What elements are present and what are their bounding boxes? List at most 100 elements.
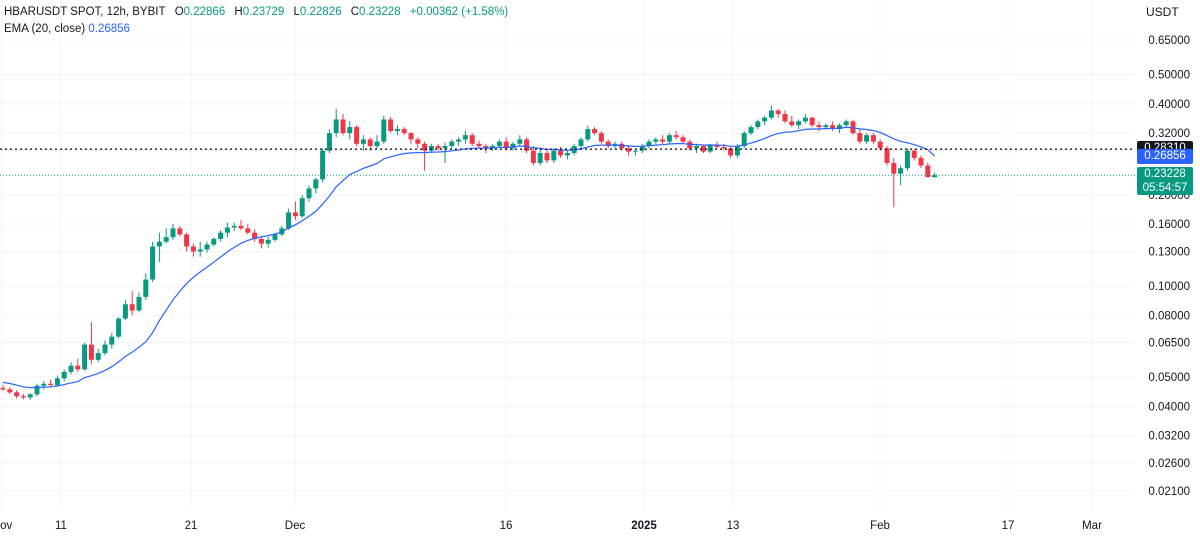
change-value: +0.00362 (+1.58%) xyxy=(409,6,509,18)
candle xyxy=(61,369,67,382)
candle-body xyxy=(687,141,693,149)
candle-body xyxy=(632,150,638,152)
candle xyxy=(320,148,326,183)
candle-body xyxy=(41,383,47,386)
candle-body xyxy=(449,141,455,147)
ema-value: 0.26856 xyxy=(88,23,130,35)
candle xyxy=(299,194,305,218)
candle xyxy=(34,383,40,397)
candle xyxy=(700,145,706,154)
candle xyxy=(292,201,298,221)
last-price-value: 0.23228 xyxy=(1144,168,1186,180)
candle-body xyxy=(34,385,40,395)
candle-body xyxy=(877,141,883,149)
candle-body xyxy=(483,146,489,149)
high-value: 0.23729 xyxy=(242,6,285,18)
candle-body xyxy=(836,125,842,130)
candle xyxy=(809,116,815,128)
candle-body xyxy=(496,141,502,147)
candle xyxy=(422,141,428,171)
candle-body xyxy=(299,198,305,217)
candle-body xyxy=(190,246,196,252)
candle-body xyxy=(347,127,353,134)
candle-body xyxy=(75,365,81,370)
candle-body xyxy=(741,133,747,147)
price-tick-label: 0.32000 xyxy=(1148,128,1190,140)
time-tick-label: 2025 xyxy=(631,520,657,532)
high-label: H xyxy=(234,6,243,18)
price-lines xyxy=(0,148,1135,176)
candle-body xyxy=(714,145,720,147)
candle-body xyxy=(109,336,115,345)
currency-label[interactable]: USDT xyxy=(1146,5,1179,19)
time-tick-label: 16 xyxy=(500,520,513,532)
open-label: O xyxy=(174,6,184,18)
symbol-label[interactable]: HBARUSDT SPOT, 12h, BYBIT xyxy=(4,6,166,18)
price-axis[interactable]: 0.650000.500000.400000.320000.200000.160… xyxy=(1148,35,1190,498)
candle-body xyxy=(456,139,462,142)
candle xyxy=(177,225,183,237)
candle-body xyxy=(374,141,380,147)
time-axis[interactable]: Nov 11 21 Dec 16 2025 13 Feb 17 Mar xyxy=(0,520,1102,532)
candle xyxy=(394,125,400,136)
candle-body xyxy=(122,304,128,319)
candle-body xyxy=(54,378,60,386)
candle xyxy=(551,148,557,163)
candle-body xyxy=(0,387,6,390)
candle-body xyxy=(517,139,523,144)
candle-body xyxy=(231,225,237,228)
candle xyxy=(796,119,802,130)
candle-body xyxy=(605,141,611,147)
candle-body xyxy=(14,392,20,397)
candle xyxy=(0,385,6,391)
candle xyxy=(197,241,203,257)
candle xyxy=(211,237,217,247)
candle xyxy=(238,220,244,231)
candle xyxy=(41,381,47,390)
candle-body xyxy=(415,139,421,144)
candle-body xyxy=(245,228,251,233)
candle xyxy=(510,141,516,151)
candle xyxy=(530,146,536,166)
ema-price-tag: 0.26856 xyxy=(1137,149,1193,164)
candle-body xyxy=(598,133,604,142)
candle-body xyxy=(476,143,482,147)
time-tick-label: Mar xyxy=(1082,520,1102,532)
candle xyxy=(95,348,101,363)
ema-legend-row[interactable]: EMA (20, close) 0.26856 xyxy=(4,21,514,38)
candle-body xyxy=(156,241,162,247)
candle-body xyxy=(694,146,700,149)
candle xyxy=(156,232,162,262)
candle-body xyxy=(20,396,26,398)
candle xyxy=(687,139,693,151)
candle xyxy=(673,131,679,140)
candle-body xyxy=(82,344,88,370)
candle xyxy=(490,143,496,151)
candle-body xyxy=(932,175,938,178)
time-tick-label: Dec xyxy=(285,520,306,532)
candle-body xyxy=(544,153,550,161)
candle xyxy=(666,133,672,144)
candle-body xyxy=(510,143,516,149)
ema-layer xyxy=(2,126,936,389)
candle-body xyxy=(564,153,570,156)
candle-body xyxy=(768,110,774,118)
price-tick-label: 0.02100 xyxy=(1148,486,1190,498)
candle xyxy=(775,108,781,118)
candle-body xyxy=(503,141,509,149)
candle-body xyxy=(891,162,897,174)
candle xyxy=(816,121,822,132)
candle xyxy=(258,236,264,249)
candle-body xyxy=(864,135,870,142)
candle-body xyxy=(551,150,557,161)
candle xyxy=(843,119,849,128)
candle xyxy=(891,157,897,208)
candle-body xyxy=(381,119,387,142)
candle-body xyxy=(823,125,829,128)
candle-body xyxy=(775,110,781,115)
candle-body xyxy=(796,121,802,126)
candle xyxy=(918,155,924,169)
candle-body xyxy=(870,135,876,142)
